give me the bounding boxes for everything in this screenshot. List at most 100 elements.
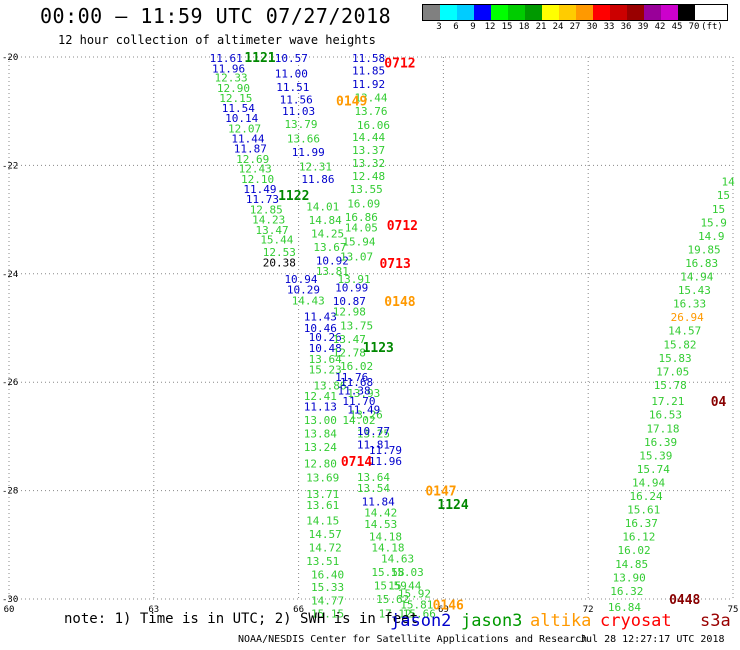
legend-label: (ft) (701, 22, 723, 32)
swh-value: 13.24 (304, 441, 337, 454)
swh-value: 15.9 (700, 216, 727, 229)
x-tick-label: 60 (4, 605, 15, 615)
swh-value: 16.39 (644, 436, 677, 449)
swh-value: 16.53 (649, 409, 682, 422)
swh-value: 14.9 (698, 230, 725, 243)
legend-swatch (474, 5, 491, 20)
swh-value: 11.13 (304, 401, 337, 414)
legend-swatch (661, 5, 678, 20)
swh-value: 13.84 (304, 428, 337, 441)
swh-value: 15.23 (309, 364, 342, 377)
swh-value: 15.66 (403, 608, 436, 621)
pass-time-label: 0148 (384, 295, 415, 310)
swh-value: 15.83 (659, 352, 692, 365)
swh-value: 11.96 (369, 455, 402, 468)
legend-swatch (627, 5, 644, 20)
satellite-jason3: jason3 (461, 611, 523, 631)
swh-value: 11.51 (276, 81, 309, 94)
swh-value: 14.18 (371, 542, 404, 555)
swh-value: 14.43 (292, 294, 325, 307)
pass-time-label: 1124 (437, 498, 468, 513)
swh-value: 15.81 (400, 598, 433, 611)
swh-value: 11.85 (352, 65, 385, 78)
swh-value: 16.86 (345, 211, 378, 224)
swh-value: 10.57 (275, 52, 308, 65)
swh-value: 10.99 (335, 281, 368, 294)
swh-value: 16.32 (610, 585, 643, 598)
y-tick-label: -26 (2, 378, 18, 388)
swh-value: 17.18 (646, 422, 679, 435)
legend-swatch (423, 5, 440, 20)
swh-value: 13.44 (354, 92, 387, 105)
swh-value: 11.96 (212, 62, 245, 75)
swh-value: 10.94 (284, 273, 317, 286)
swh-value: 15 (717, 189, 730, 202)
legend-swatch (576, 5, 593, 20)
swh-value: 12.31 (299, 160, 332, 173)
swh-value: 12.07 (228, 123, 261, 136)
swh-value: 12.48 (352, 170, 385, 183)
swh-value: 12.98 (333, 306, 366, 319)
swh-value: 12.43 (239, 163, 272, 176)
swh-value: 14.42 (364, 506, 397, 519)
legend-label: 12 (484, 22, 496, 32)
swh-value: 13.47 (255, 224, 288, 237)
legend-swatch (508, 5, 525, 20)
swh-value: 11.58 (352, 52, 385, 65)
swh-value: 13.66 (287, 132, 320, 145)
swh-value: 11.43 (304, 311, 337, 324)
swh-value: 10.77 (357, 425, 390, 438)
swh-value: 15.92 (398, 588, 431, 601)
swh-value: 17.12 (379, 608, 412, 621)
swh-value: 14.85 (615, 558, 648, 571)
legend-label: 15 (501, 22, 513, 32)
legend-label: 18 (518, 22, 530, 32)
swh-value: 11.03 (282, 105, 315, 118)
color-legend: 3 6 9 12 15 18 21 24 27 30 33 36 39 42 45 70 (ft) (422, 4, 728, 33)
swh-value: 14.94 (632, 476, 665, 489)
swh-value: 11.70 (342, 395, 375, 408)
legend-swatch (542, 5, 559, 20)
legend-label: 6 (453, 22, 459, 32)
swh-value: 16.33 (673, 298, 706, 311)
swh-value: 15.15 (311, 608, 344, 621)
legend-swatches (422, 4, 728, 21)
swh-value: 13.86 (313, 379, 346, 392)
swh-value: 15.94 (342, 235, 375, 248)
swh-value: 14.63 (381, 552, 414, 565)
pass-time-label: 0714 (341, 455, 372, 470)
pass-time-label: 0712 (384, 56, 415, 71)
legend-label: 70 (688, 22, 700, 32)
swh-value: 11.49 (347, 403, 380, 416)
swh-value: 16.02 (340, 360, 373, 373)
pass-time-label: 0448 (669, 593, 700, 608)
y-tick-label: -20 (2, 53, 18, 63)
legend-label: 21 (535, 22, 547, 32)
swh-value: 13.55 (350, 183, 383, 196)
chart-title: 00:00 – 11:59 UTC 07/27/2018 (40, 4, 392, 28)
swh-value: 13.00 (304, 414, 337, 427)
swh-value: 15.43 (678, 284, 711, 297)
swh-value: 16.83 (685, 257, 718, 270)
swh-value: 14.77 (311, 595, 344, 608)
swh-value: 12.33 (214, 72, 247, 85)
swh-value: 13.79 (284, 118, 317, 131)
swh-value: 13.32 (352, 157, 385, 170)
swh-value: 11.86 (301, 173, 334, 186)
legend-swatch (678, 5, 695, 20)
legend-label: 27 (569, 22, 581, 32)
legend-swatch (593, 5, 610, 20)
swh-value: 14.23 (252, 214, 285, 227)
footer-note: note: 1) Time is in UTC; 2) SWH is in fe… (64, 611, 419, 627)
legend-label: 24 (552, 22, 564, 32)
swh-value: 11.38 (338, 384, 371, 397)
swh-value: 10.48 (309, 342, 342, 355)
chart-subtitle: 12 hour collection of altimeter wave hei… (58, 33, 376, 47)
swh-value: 16.37 (625, 517, 658, 530)
swh-value: 17.21 (651, 395, 684, 408)
swh-value: 14.15 (306, 514, 339, 527)
swh-value: 15 (712, 203, 725, 216)
swh-value: 13.26 (350, 409, 383, 422)
swh-value: 16.12 (622, 531, 655, 544)
